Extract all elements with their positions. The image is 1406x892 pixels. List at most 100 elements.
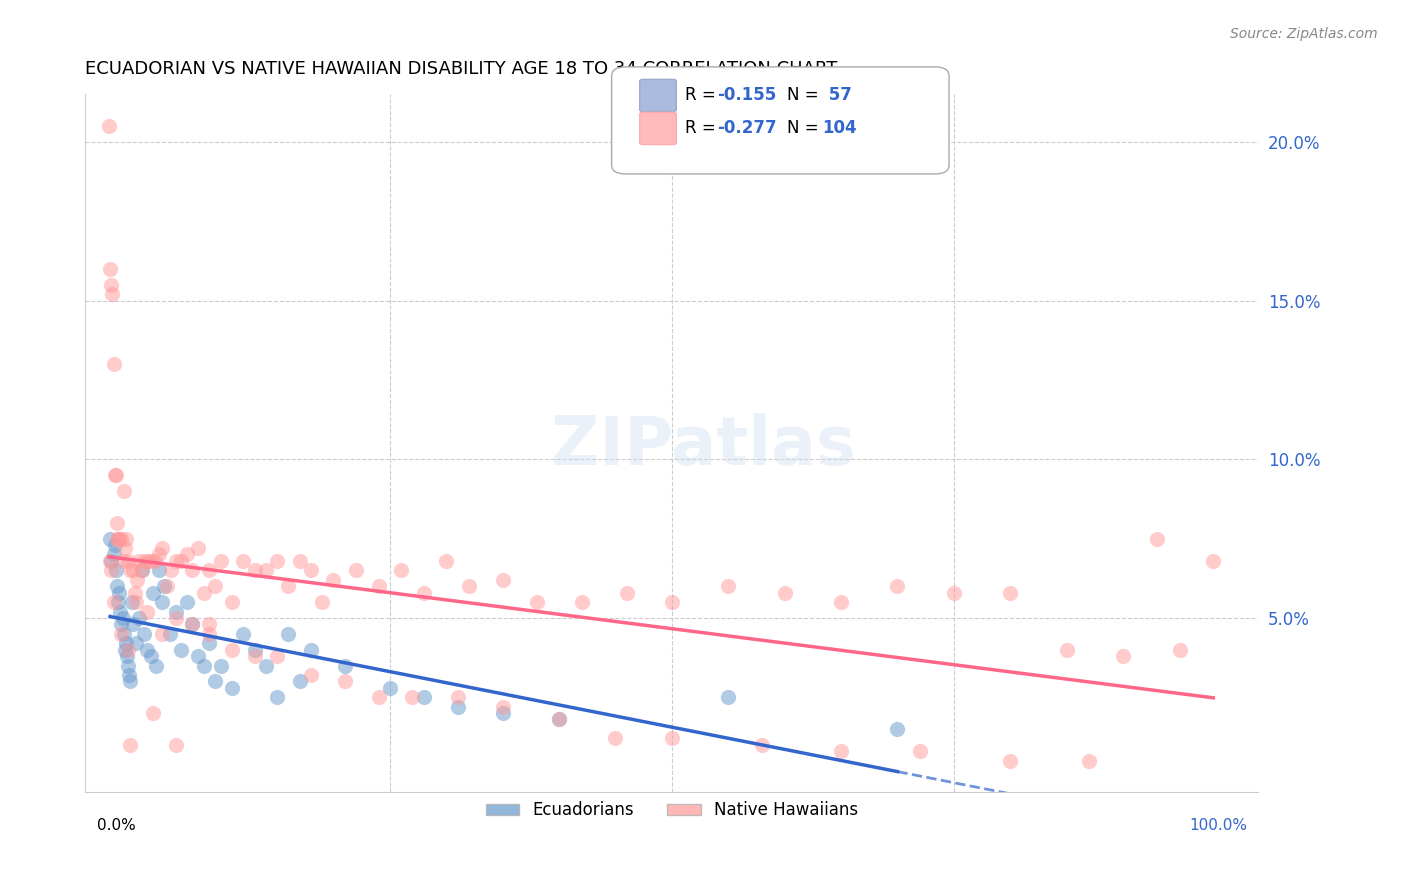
Native Hawaiians <box>908 744 931 758</box>
Native Hawaiians <box>571 595 593 609</box>
Native Hawaiians <box>105 532 128 546</box>
Native Hawaiians <box>457 579 479 593</box>
Ecuadorians <box>131 563 153 577</box>
Native Hawaiians <box>193 585 215 599</box>
Ecuadorians <box>333 658 356 673</box>
Native Hawaiians <box>232 554 254 568</box>
Native Hawaiians <box>125 595 148 609</box>
Text: ZIPatlas: ZIPatlas <box>551 413 855 479</box>
Ecuadorians <box>187 648 209 663</box>
Native Hawaiians <box>1146 532 1168 546</box>
Native Hawaiians <box>138 554 160 568</box>
Native Hawaiians <box>134 554 156 568</box>
Ecuadorians <box>232 627 254 641</box>
Native Hawaiians <box>165 554 187 568</box>
Text: 57: 57 <box>823 87 852 104</box>
Text: N =: N = <box>787 87 824 104</box>
Ecuadorians <box>125 636 148 650</box>
Native Hawaiians <box>121 563 143 577</box>
Text: -0.277: -0.277 <box>717 119 776 136</box>
Text: R =: R = <box>685 87 721 104</box>
Native Hawaiians <box>112 483 135 498</box>
Native Hawaiians <box>128 554 150 568</box>
Native Hawaiians <box>886 579 908 593</box>
Native Hawaiians <box>548 713 571 727</box>
Ecuadorians <box>107 595 129 609</box>
Native Hawaiians <box>367 690 389 705</box>
Native Hawaiians <box>412 585 434 599</box>
Native Hawaiians <box>344 563 367 577</box>
Ecuadorians <box>98 532 121 546</box>
Native Hawaiians <box>108 532 131 546</box>
Native Hawaiians <box>115 532 138 546</box>
Native Hawaiians <box>131 563 153 577</box>
Ecuadorians <box>446 699 468 714</box>
Native Hawaiians <box>401 690 423 705</box>
Ecuadorians <box>193 658 215 673</box>
Native Hawaiians <box>111 554 134 568</box>
Native Hawaiians <box>150 627 173 641</box>
Native Hawaiians <box>1112 648 1135 663</box>
Native Hawaiians <box>266 554 288 568</box>
Native Hawaiians <box>367 579 389 593</box>
Native Hawaiians <box>124 585 146 599</box>
Native Hawaiians <box>110 532 132 546</box>
Native Hawaiians <box>103 595 125 609</box>
Ecuadorians <box>150 595 173 609</box>
Ecuadorians <box>176 595 198 609</box>
Ecuadorians <box>165 605 187 619</box>
Text: R =: R = <box>685 119 721 136</box>
Native Hawaiians <box>311 595 333 609</box>
Native Hawaiians <box>434 554 457 568</box>
Ecuadorians <box>110 605 132 619</box>
Native Hawaiians <box>277 579 299 593</box>
Text: Source: ZipAtlas.com: Source: ZipAtlas.com <box>1230 27 1378 41</box>
Native Hawaiians <box>1056 642 1078 657</box>
Native Hawaiians <box>830 744 852 758</box>
Native Hawaiians <box>105 516 128 530</box>
Native Hawaiians <box>773 585 796 599</box>
Ecuadorians <box>254 658 277 673</box>
Native Hawaiians <box>165 611 187 625</box>
Native Hawaiians <box>1000 754 1022 768</box>
Native Hawaiians <box>100 277 122 292</box>
Ecuadorians <box>104 563 127 577</box>
Native Hawaiians <box>492 573 515 587</box>
Native Hawaiians <box>150 541 173 555</box>
Native Hawaiians <box>243 563 266 577</box>
Native Hawaiians <box>209 554 232 568</box>
Native Hawaiians <box>1078 754 1101 768</box>
Ecuadorians <box>117 658 139 673</box>
Native Hawaiians <box>104 468 127 483</box>
Ecuadorians <box>266 690 288 705</box>
Native Hawaiians <box>751 738 773 752</box>
Ecuadorians <box>103 548 125 562</box>
Ecuadorians <box>104 538 127 552</box>
Ecuadorians <box>115 648 138 663</box>
Native Hawaiians <box>143 554 166 568</box>
Native Hawaiians <box>198 627 221 641</box>
Ecuadorians <box>717 690 740 705</box>
Native Hawaiians <box>1000 585 1022 599</box>
Ecuadorians <box>118 668 141 682</box>
Ecuadorians <box>492 706 515 720</box>
Ecuadorians <box>886 722 908 736</box>
Native Hawaiians <box>148 548 170 562</box>
Ecuadorians <box>136 642 159 657</box>
Native Hawaiians <box>288 554 311 568</box>
Ecuadorians <box>548 713 571 727</box>
Native Hawaiians <box>104 468 127 483</box>
Native Hawaiians <box>170 554 193 568</box>
Ecuadorians <box>299 642 322 657</box>
Native Hawaiians <box>322 573 344 587</box>
Native Hawaiians <box>142 706 165 720</box>
Ecuadorians <box>115 636 138 650</box>
Native Hawaiians <box>103 357 125 371</box>
Ecuadorians <box>277 627 299 641</box>
Native Hawaiians <box>181 563 204 577</box>
Native Hawaiians <box>492 699 515 714</box>
Ecuadorians <box>148 563 170 577</box>
Native Hawaiians <box>110 627 132 641</box>
Native Hawaiians <box>198 563 221 577</box>
Native Hawaiians <box>299 668 322 682</box>
